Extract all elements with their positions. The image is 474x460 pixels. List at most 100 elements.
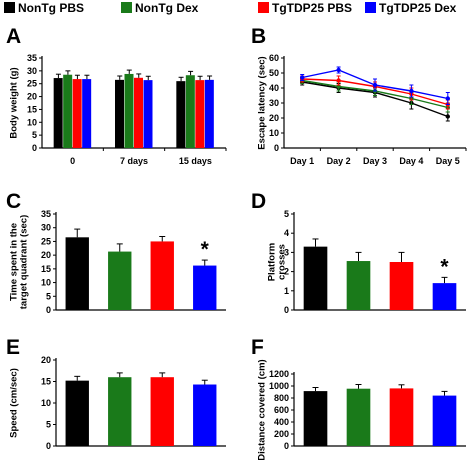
legend-label: NonTg PBS — [18, 1, 84, 15]
bar — [143, 80, 153, 148]
y-tick-label: 20 — [269, 113, 279, 123]
significance-marker: * — [440, 255, 449, 278]
y-tick-label: 10 — [27, 117, 37, 127]
legend-swatch — [258, 2, 269, 13]
y-tick-label: 0 — [46, 305, 51, 315]
legend: NonTg PBS NonTg Dex TgTDP25 PBS TgTDP25 Dex — [4, 1, 457, 15]
y-tick-label: 5 — [46, 420, 51, 430]
x-tick-label: Day 1 — [290, 156, 314, 166]
bar — [65, 237, 89, 310]
y-tick-label: 0 — [46, 441, 51, 451]
data-point — [445, 114, 450, 119]
y-tick-label: 60 — [269, 53, 279, 63]
y-tick-label: 50 — [269, 68, 279, 78]
panel-letter: B — [251, 25, 266, 48]
data-point — [336, 78, 341, 83]
bar — [303, 391, 328, 446]
y-tick-label: 15 — [41, 264, 51, 274]
x-tick-label: 15 days — [179, 156, 212, 166]
bar — [115, 79, 124, 148]
x-tick-label: 0 — [70, 156, 75, 166]
panel-letter: F — [251, 336, 264, 359]
y-tick-label: 40 — [269, 83, 279, 93]
legend-swatch — [121, 2, 132, 13]
y-axis-label: Time spent in the — [8, 223, 19, 301]
x-tick-label: Day 5 — [436, 156, 460, 166]
legend-label: TgTDP25 PBS — [272, 1, 352, 15]
y-tick-label: 0 — [284, 441, 289, 451]
y-tick-label: 20 — [41, 250, 51, 260]
x-tick-label: Day 3 — [363, 156, 387, 166]
y-tick-label: 1000 — [269, 381, 289, 391]
y-tick-label: 3 — [284, 247, 289, 257]
y-tick-label: 2 — [284, 267, 289, 277]
significance-marker: * — [201, 238, 210, 261]
y-tick-label: 1 — [284, 286, 289, 296]
y-tick-label: 400 — [274, 417, 289, 427]
y-tick-label: 35 — [41, 209, 51, 219]
data-point — [409, 88, 414, 94]
y-axis-label: Distance covered (cm) — [256, 359, 267, 460]
bar — [150, 241, 174, 310]
panel-letter: D — [251, 190, 266, 213]
data-point — [300, 75, 305, 80]
data-point — [445, 96, 450, 101]
legend-label: NonTg Dex — [135, 1, 199, 15]
panel-letter: E — [6, 336, 20, 359]
bar — [63, 74, 73, 148]
y-tick-label: 0 — [284, 305, 289, 315]
x-tick-label: 7 days — [120, 156, 148, 166]
panel-a: A Body weight (g) 0 5 10 15 20 25 30 35 0 7 days 15 … — [6, 25, 227, 166]
y-tick-label: 30 — [41, 223, 51, 233]
panel-letter: A — [6, 25, 21, 48]
panel-e: E Speed (cm/sec) 0 5 10 15 20 — [6, 336, 226, 451]
y-tick-label: 5 — [284, 209, 289, 219]
y-axis-label: crosses — [276, 244, 287, 280]
panel-c: C Time spent in the target quadrant (sec) 0… — [6, 190, 226, 315]
y-axis-label: Platform — [266, 243, 277, 282]
y-tick-label: 5 — [46, 291, 51, 301]
bar — [346, 388, 371, 446]
panel-b: B Escape latency (sec) 0 10 20 30 40 50 60 Day 1 D… — [251, 25, 467, 166]
legend-swatch — [4, 2, 15, 13]
y-tick-label: 20 — [27, 92, 37, 102]
bar — [53, 78, 63, 148]
bar — [195, 80, 205, 148]
data-point — [372, 82, 378, 88]
y-tick-label: 10 — [41, 278, 51, 288]
panel-letter: C — [6, 190, 21, 213]
y-axis-label: Escape latency (sec) — [256, 56, 267, 149]
y-tick-label: 25 — [41, 236, 51, 246]
bar — [346, 261, 371, 310]
bar — [108, 377, 132, 446]
bar — [432, 395, 457, 446]
y-tick-label: 200 — [274, 429, 289, 439]
y-tick-label: 5 — [32, 130, 37, 140]
y-tick-label: 15 — [41, 377, 51, 387]
y-tick-label: 4 — [284, 228, 289, 238]
bar — [82, 79, 92, 148]
bar — [303, 246, 328, 310]
y-axis-label: target quadrant (sec) — [18, 215, 29, 310]
bar — [193, 384, 217, 446]
bar — [389, 388, 414, 446]
y-tick-label: 1200 — [269, 369, 289, 379]
bar — [108, 251, 132, 310]
y-tick-label: 30 — [269, 98, 279, 108]
y-axis-label: Body weight (g) — [8, 67, 19, 138]
y-tick-label: 25 — [27, 79, 37, 89]
bar — [72, 79, 82, 148]
bar — [185, 75, 195, 148]
y-tick-label: 30 — [27, 66, 37, 76]
y-tick-label: 600 — [274, 405, 289, 415]
y-tick-label: 0 — [32, 143, 37, 153]
bar — [432, 283, 457, 310]
y-tick-label: 20 — [41, 355, 51, 365]
data-point — [336, 67, 341, 73]
bar — [176, 81, 186, 148]
panel-d: D Platform crosses 0 1 2 3 4 5 * — [251, 190, 466, 315]
y-tick-label: 35 — [27, 53, 37, 63]
bar — [204, 79, 214, 148]
